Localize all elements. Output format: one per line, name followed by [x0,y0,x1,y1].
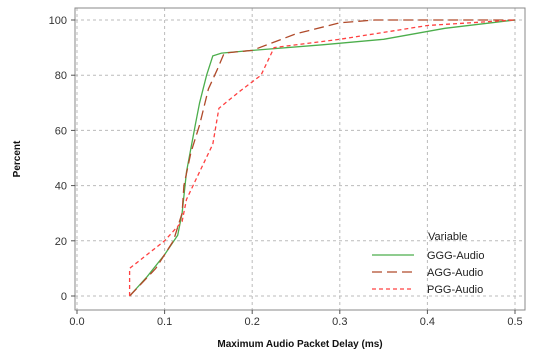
y-tick-label: 80 [55,70,67,82]
x-axis-ticks: 0.0 0.1 0.2 0.3 0.4 0.5 [69,310,523,328]
legend-title: Variable [428,231,468,243]
y-tick-label: 60 [55,125,67,137]
x-tick-label: 0.2 [245,316,260,328]
y-tick-label: 100 [49,15,67,27]
gridlines [75,8,525,310]
x-tick-label: 0.1 [157,316,172,328]
legend: Variable GGG-Audio AGG-Audio PGG-Audio [372,231,484,296]
x-axis-label: Maximum Audio Packet Delay (ms) [217,339,382,350]
series-line-agg-audio [129,19,515,297]
y-axis-label: Percent [12,140,23,177]
legend-entry: AGG-Audio [427,267,483,279]
x-tick-label: 0.4 [420,316,435,328]
series-line-pgg-audio [128,19,516,296]
series-lines [128,19,516,297]
x-tick-label: 0.3 [332,316,347,328]
y-axis-ticks: 0 20 40 60 80 100 [49,15,75,303]
legend-entry: PGG-Audio [427,284,483,296]
y-tick-label: 40 [55,181,67,193]
x-tick-label: 0.5 [507,316,522,328]
x-tick-label: 0.0 [69,316,84,328]
y-tick-label: 0 [61,291,67,303]
y-tick-label: 20 [55,236,67,248]
plot-frame [74,7,526,311]
legend-entry: GGG-Audio [427,250,484,262]
